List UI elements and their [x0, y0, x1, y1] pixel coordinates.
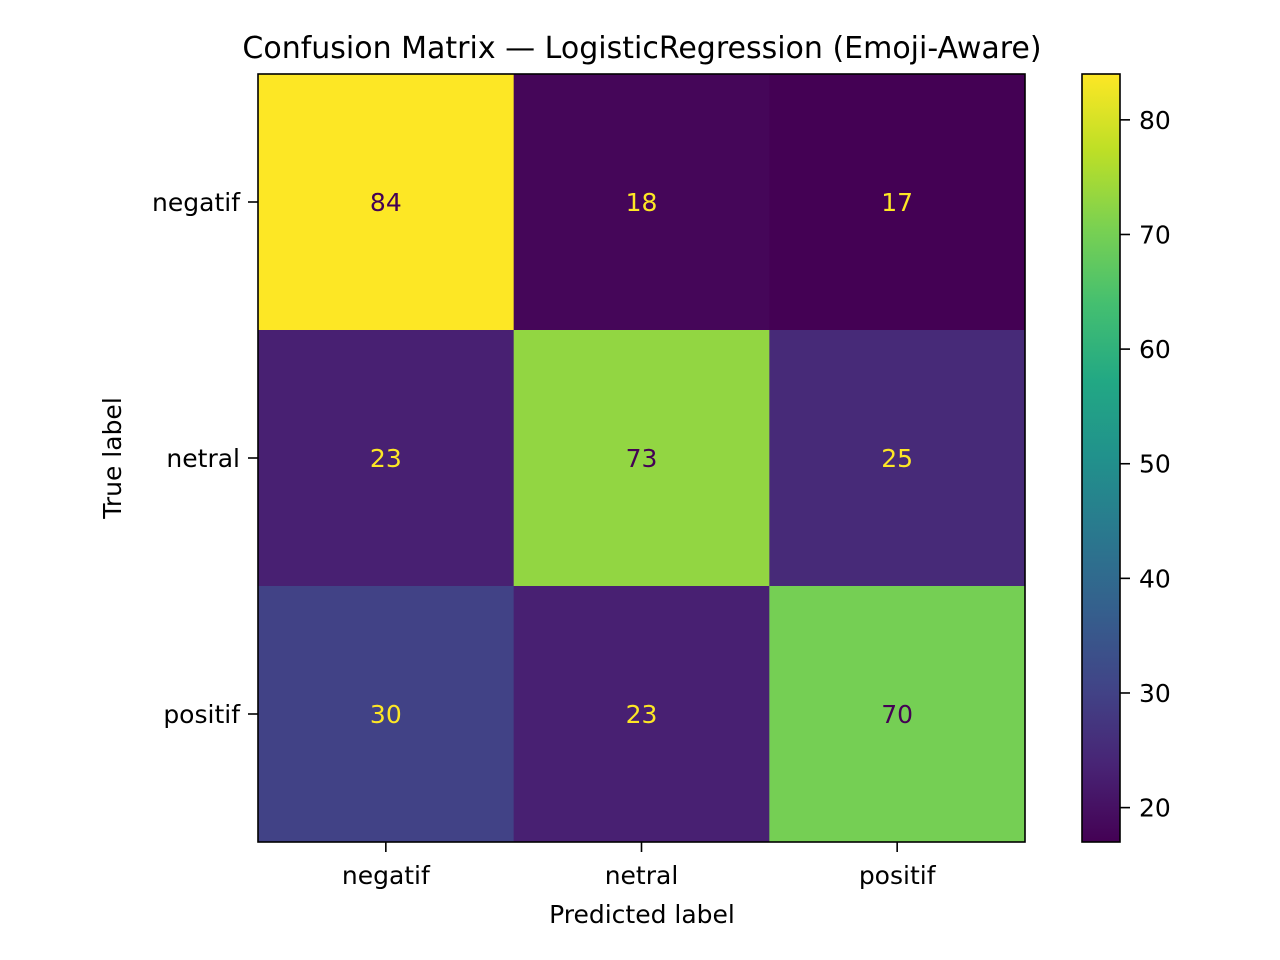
- heatmap-cell-0-2: [769, 74, 1026, 331]
- y-tick-label-positif: positif: [163, 700, 241, 729]
- heatmap-cell-0-1: [513, 74, 770, 331]
- cell-value-label-0-0: 84: [370, 188, 402, 217]
- cell-value-label-0-1: 18: [626, 188, 658, 217]
- colorbar-tick-label-30: 30: [1139, 679, 1171, 708]
- colorbar-tick-label-50: 50: [1139, 450, 1171, 479]
- cell-value-label-1-0: 23: [370, 444, 402, 473]
- heatmap-cell-1-2: [769, 330, 1026, 587]
- cell-value-label-1-1: 73: [626, 444, 658, 473]
- y-tick-label-negatif: negatif: [152, 188, 241, 217]
- heatmap-cell-1-0: [258, 330, 515, 587]
- cell-value-label-0-2: 17: [881, 188, 913, 217]
- colorbar-ticks: 20 30 40 50 60 70 80: [1120, 106, 1171, 823]
- x-tick-label-negatif: negatif: [342, 861, 431, 890]
- x-axis-title: Predicted label: [549, 900, 735, 929]
- colorbar-tick-label-20: 20: [1139, 794, 1171, 823]
- x-axis-ticks: negatif netral positif: [342, 842, 937, 890]
- heatmap-cell-2-0: [258, 586, 515, 843]
- heatmap-cell-labels: 84 18 17 23 73 25 30 23 70: [370, 188, 913, 729]
- heatmap-cell-1-1: [513, 330, 770, 587]
- y-tick-label-netral: netral: [166, 444, 240, 473]
- colorbar: [1081, 73, 1121, 843]
- colorbar-tick-label-70: 70: [1139, 220, 1171, 249]
- colorbar-tick-label-60: 60: [1139, 335, 1171, 364]
- chart-title: Confusion Matrix — LogisticRegression (E…: [242, 31, 1041, 66]
- cell-value-label-2-2: 70: [881, 700, 913, 729]
- cell-value-label-2-1: 23: [626, 700, 658, 729]
- y-axis-ticks: negatif netral positif: [152, 188, 258, 729]
- heatmap-cell-2-1: [513, 586, 770, 843]
- heatmap-cells: [258, 74, 1026, 843]
- heatmap-cell-2-2: [769, 586, 1026, 843]
- x-tick-label-netral: netral: [605, 861, 679, 890]
- colorbar-tick-label-40: 40: [1139, 564, 1171, 593]
- colorbar-tick-label-80: 80: [1139, 106, 1171, 135]
- heatmap-cell-0-0: [258, 74, 515, 331]
- cell-value-label-2-0: 30: [370, 700, 402, 729]
- cell-value-label-1-2: 25: [881, 444, 913, 473]
- x-tick-label-positif: positif: [859, 861, 937, 890]
- y-axis-title: True label: [98, 397, 127, 520]
